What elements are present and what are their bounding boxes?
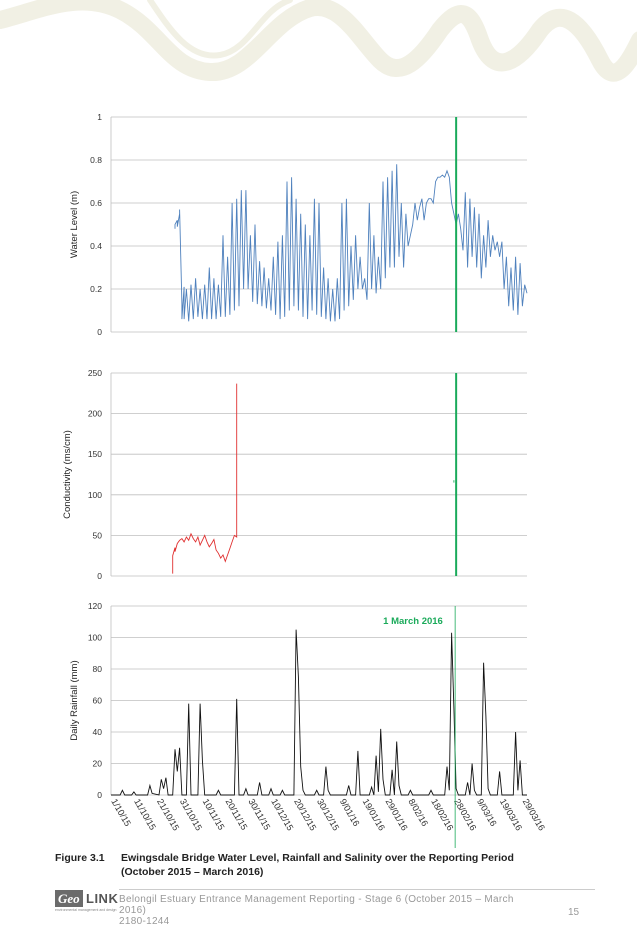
x-tick-label: 20/11/15 [224,797,250,832]
x-tick-label: 30/11/15 [246,797,272,832]
y-tick-label: 60 [93,696,103,706]
caption-line-2: (October 2015 – March 2016) [121,866,264,878]
y-tick-label: 100 [88,490,102,500]
logo-link: LINK [86,891,119,906]
y-tick-label: 0.6 [90,198,102,208]
series-line [174,164,528,322]
y-tick-label: 20 [93,759,103,769]
x-tick-label: 10/12/15 [269,797,295,832]
page-number: 15 [568,907,580,918]
footer-text-line-3: 2180-1244 [119,916,170,927]
figure-caption: Figure 3.1 Ewingsdale Bridge Water Level,… [55,851,514,879]
x-tick-label: 8/02/16 [406,797,430,828]
x-tick-label: 19/01/16 [361,797,387,832]
logo-tagline: environmental management and design [55,908,117,912]
footer-text: Belongil Estuary Entrance Management Rep… [119,894,559,927]
x-tick-label: 31/10/15 [178,797,204,832]
x-tick-label: 28/02/16 [452,797,478,832]
event-annotation: 1 March 2016 [383,616,443,627]
y-tick-label: 0 [97,327,102,337]
chart-figure: 0 0.2 0.4 0.6 0.8 1 Water Level (m) 0 50 100 150 20… [62,112,547,848]
footer-text-line-2: 2016) [119,905,147,916]
y-tick-label: 0.2 [90,284,102,294]
x-tick-label: 19/03/16 [498,797,524,832]
series-line [111,629,527,796]
decorative-wave-banner [0,0,637,82]
y-tick-label: 150 [88,449,102,459]
y-axis-label: Daily Rainfall (mm) [69,660,80,740]
wave-stroke-secondary [147,0,293,59]
y-tick-label: 100 [88,633,102,643]
y-tick-label: 0 [97,790,102,800]
x-tick-label: 29/03/16 [521,797,547,832]
caption-line-1: Ewingsdale Bridge Water Level, Rainfall … [121,852,514,864]
y-tick-label: 40 [93,727,103,737]
x-tick-label: 18/02/16 [429,797,455,832]
series-line [172,383,238,574]
footer-divider [119,889,595,890]
y-tick-label: 80 [93,664,103,674]
x-tick-label: 29/01/16 [384,797,410,832]
y-axis-label: Water Level (m) [69,191,80,258]
y-tick-label: 0 [97,571,102,581]
y-tick-label: 50 [93,530,103,540]
footer-text-line-1: Belongil Estuary Entrance Management Rep… [119,894,514,905]
figure-number: Figure 3.1 [55,852,105,864]
x-tick-label: 9/03/16 [475,797,499,828]
x-tick-label: 30/12/15 [315,797,341,832]
y-tick-label: 250 [88,368,102,378]
x-tick-label: 9/01/16 [338,797,362,828]
x-tick-label: 11/10/15 [132,797,158,832]
wave-stroke [0,0,637,82]
page-footer: Geo LINK environmental management and de… [55,885,595,927]
y-tick-label: 0.8 [90,155,102,165]
y-tick-label: 120 [88,601,102,611]
geolink-logo: Geo LINK environmental management and de… [55,890,125,916]
x-tick-label: 20/12/15 [292,797,318,832]
y-axis-label: Conductivity (ms/cm) [62,430,73,519]
y-tick-label: 200 [88,409,102,419]
x-tick-label: 1/10/15 [109,797,133,828]
y-tick-label: 0.4 [90,241,102,251]
y-tick-label: 1 [97,112,102,122]
x-tick-label: 21/10/15 [155,797,181,832]
logo-geo: Geo [55,890,83,907]
